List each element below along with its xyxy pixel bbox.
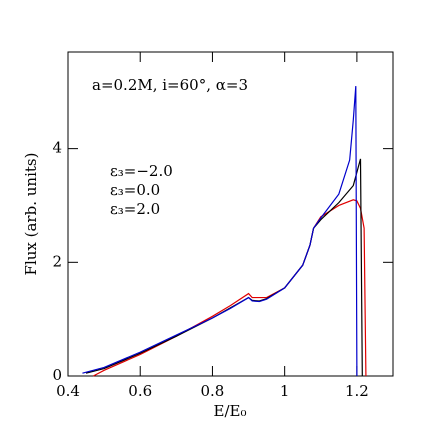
series-line [92, 199, 367, 377]
y-tick-label: 0 [52, 366, 62, 384]
legend-entry: ε₃=2.0 [110, 200, 160, 218]
y-axis-label: Flux (arb. units) [22, 153, 40, 276]
x-tick-label: 0.6 [128, 382, 152, 400]
x-tick-label: 1.2 [345, 382, 369, 400]
legend-entry: ε₃=−2.0 [110, 162, 173, 180]
y-tick-label: 4 [52, 139, 62, 157]
x-axis-label: E/E₀ [214, 402, 247, 420]
x-tick-label: 1 [280, 382, 290, 400]
plot-frame [67, 51, 394, 377]
y-tick-label: 2 [52, 252, 62, 270]
x-tick-label: 0.4 [56, 382, 80, 400]
annotation: a=0.2M, i=60°, α=3 [92, 76, 248, 94]
legend-entry: ε₃=0.0 [110, 181, 160, 199]
series-line [82, 86, 358, 377]
x-tick-label: 0.8 [201, 382, 225, 400]
